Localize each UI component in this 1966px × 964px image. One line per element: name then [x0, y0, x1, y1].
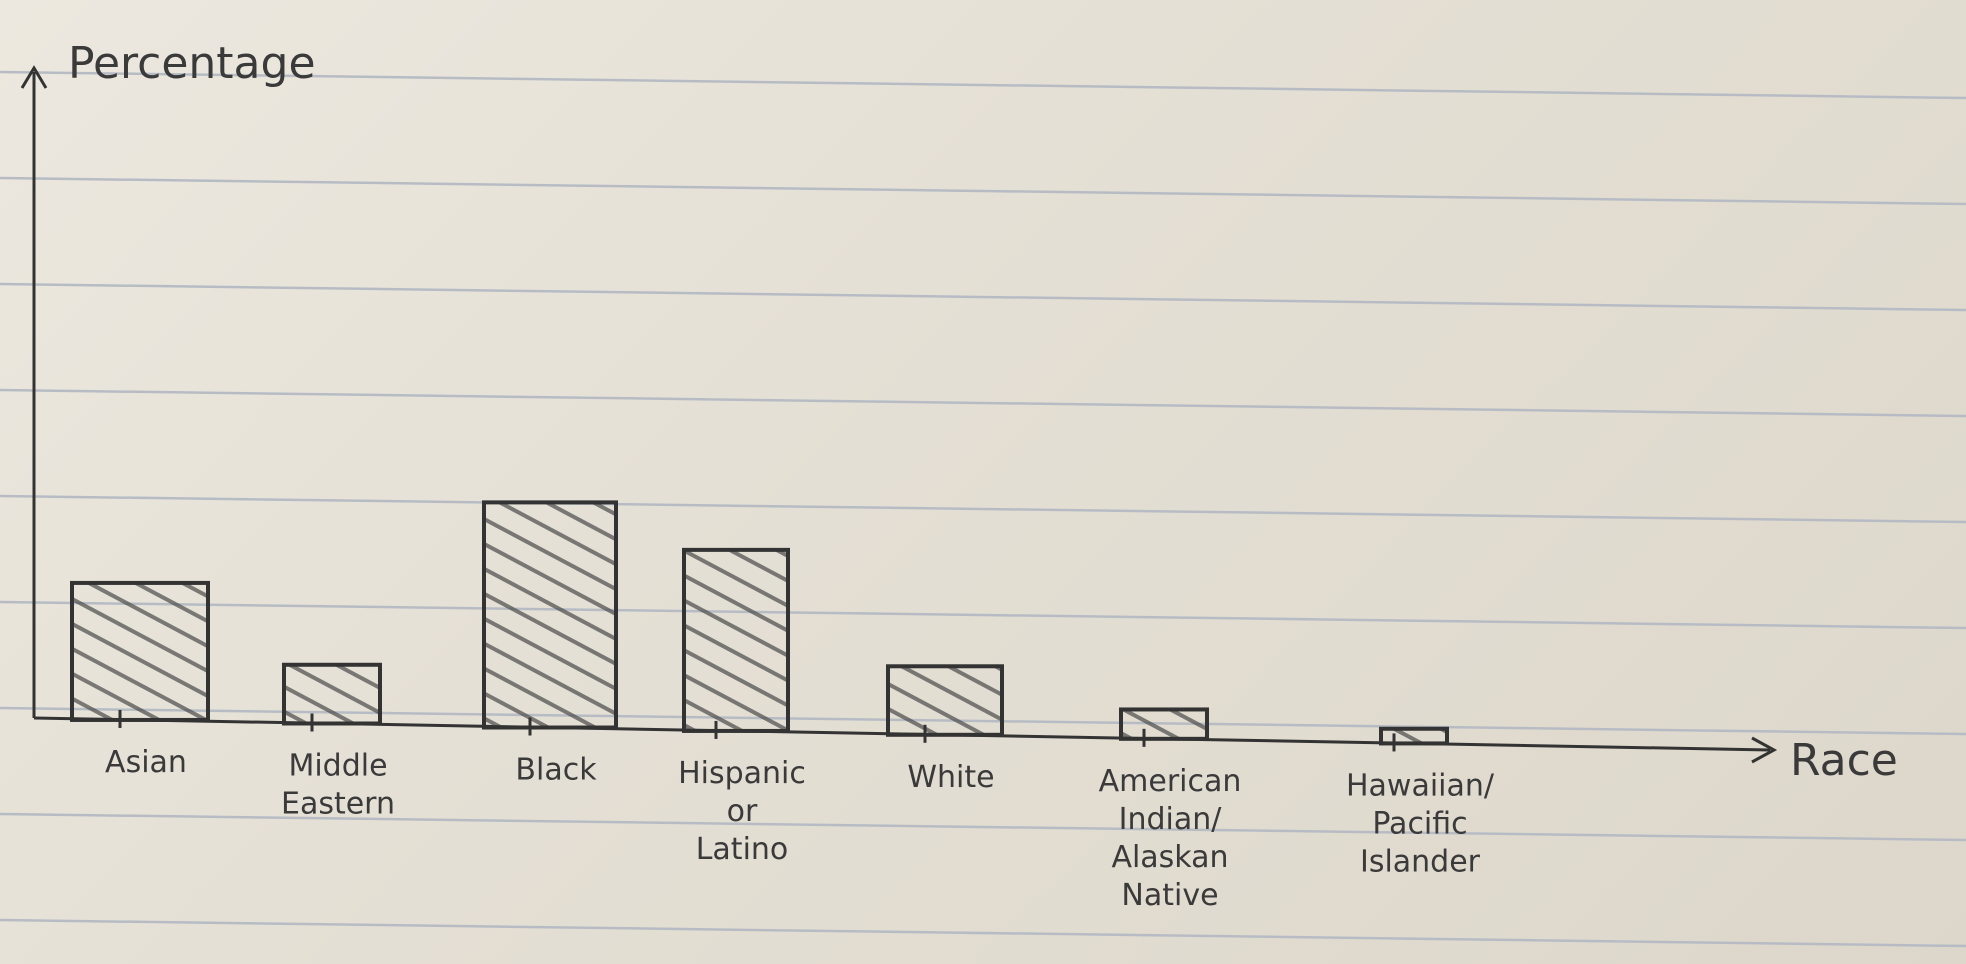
ruled-line [0, 70, 1966, 100]
x-tick-label-line: Asian [105, 745, 187, 780]
x-tick-label: Hawaiian/Pacific Islander [1346, 768, 1495, 879]
x-axis-label: Race [1790, 735, 1898, 786]
ruled-line [0, 282, 1966, 312]
ruled-line [0, 812, 1966, 842]
x-tick-label-line: Pacific [1372, 806, 1467, 841]
bar [1119, 707, 1209, 741]
bar [1379, 726, 1449, 746]
bar [482, 500, 618, 730]
x-tick-label: Asian [105, 745, 187, 780]
x-tick-label: Hispanic or Latino [678, 756, 806, 867]
x-tick-label-line: Native [1121, 878, 1218, 913]
x-tick-label: Middle Eastern [281, 748, 395, 821]
bar [282, 662, 382, 726]
x-tick-label-line: or [727, 794, 758, 829]
x-tick-label-line: Middle [288, 748, 387, 783]
y-axis-arrowhead [20, 65, 48, 89]
x-tick-label-line: Latino [696, 832, 789, 867]
category-labels: Asian Middle Eastern Black Hispanic or Latino W… [105, 745, 1495, 913]
x-tick-label: American Indian/Alaskan Native [1099, 764, 1242, 913]
x-tick-label-line: Black [515, 753, 597, 788]
x-axis-arrowhead [1751, 736, 1778, 764]
ruled-line [0, 494, 1966, 524]
x-tick-label: White [907, 760, 994, 795]
x-tick-label: Black [515, 753, 597, 788]
x-tick-label-line: American [1099, 764, 1242, 799]
ruled-line [0, 600, 1966, 630]
bar [682, 547, 790, 733]
bars [70, 500, 1449, 752]
x-tick-label-line: Hawaiian/ [1346, 768, 1495, 803]
x-tick-label-line: Indian/ [1119, 802, 1223, 837]
x-tick-label-line: Hispanic [678, 756, 806, 791]
bar [886, 664, 1004, 737]
ruled-line [0, 176, 1966, 206]
x-tick-label-line: White [907, 760, 994, 795]
ruled-line [0, 388, 1966, 418]
y-axis-label: Percentage [68, 38, 316, 89]
x-tick-label-line: Eastern [281, 786, 395, 821]
bar [70, 580, 210, 722]
ruled-line [0, 918, 1966, 948]
x-tick-label-line: Islander [1360, 844, 1481, 879]
x-tick-label-line: Alaskan [1111, 840, 1228, 875]
